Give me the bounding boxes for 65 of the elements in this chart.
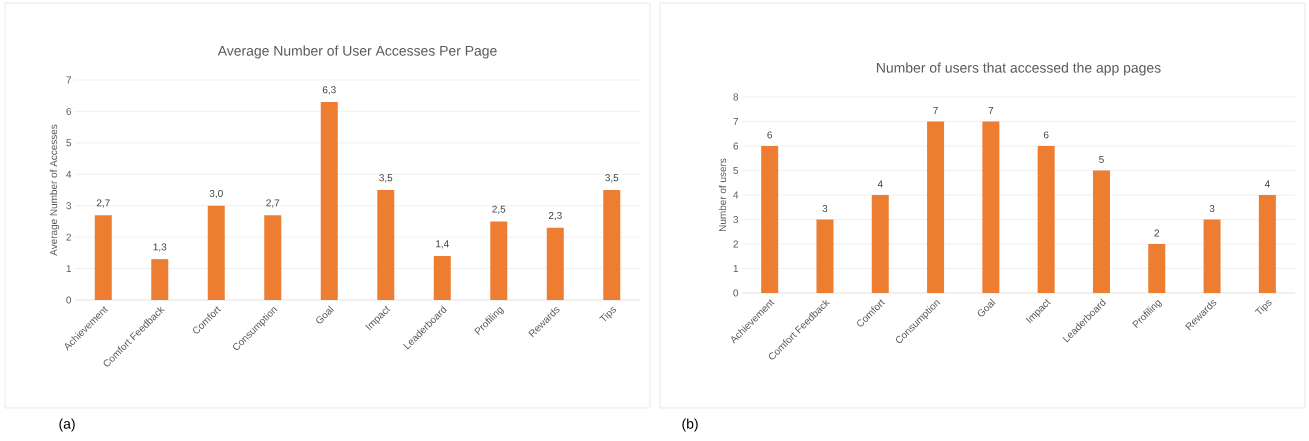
text: (a) [59,418,75,432]
bar [546,227,564,300]
y-axis-title: Number of users [718,158,727,231]
bar [603,189,621,300]
bar [871,194,889,293]
y-tick-label: 7 [733,118,738,125]
data-label: 1,4 [436,240,449,249]
data-label: 3,0 [209,189,223,199]
data-label: 2,7 [96,199,110,208]
bar [927,121,945,293]
bar [490,221,508,300]
y-tick-label: 3 [733,215,739,224]
data-label: 3,5 [605,174,619,183]
data-label: 2,3 [548,211,562,221]
y-axis-title: Average Number of Accesses [49,124,60,256]
y-tick-label: 4 [66,170,72,178]
data-label: 3,5 [379,174,393,183]
y-tick-label: 2 [733,240,738,248]
data-label: 2,5 [492,205,506,214]
data-label: 4 [1264,180,1270,188]
data-label: 6 [767,131,773,139]
y-tick-label: 6 [66,107,72,115]
data-label: 2 [1154,229,1160,237]
y-tick-label: 8 [733,93,739,101]
chart-title: Average Number of User Accesses Per Page [217,45,497,59]
bar [320,101,338,300]
data-label: 3 [1209,204,1215,212]
bar [151,259,169,300]
data-label: 7 [933,107,938,114]
bar [1203,219,1221,293]
data-label: 2,7 [266,199,280,208]
bar [761,145,779,293]
bar [207,205,225,300]
bar [264,215,282,300]
data-label: 1,3 [153,243,167,252]
y-tick-label: 5 [66,139,72,147]
y-tick-label: 3 [66,202,72,210]
bar [94,215,112,300]
text: (b) [682,418,698,432]
y-tick-label: 0 [66,296,72,304]
data-label: 6,3 [322,86,336,95]
bar [816,219,834,293]
data-label: 6 [1043,131,1049,139]
y-tick-label: 0 [733,289,739,297]
bar [982,121,1000,293]
x-tick-label: Tips [599,307,617,322]
y-tick-label: 5 [733,167,739,174]
data-label: 3 [822,204,828,212]
bar [1148,243,1166,293]
data-label: 7 [988,107,994,114]
bar [377,189,395,300]
y-tick-label: 7 [66,76,71,84]
bar [1037,145,1055,293]
x-tick-label: Tips [1254,300,1272,315]
data-label: 4 [877,180,883,188]
chart-title: Number of users that accessed the app pages [877,62,1161,76]
y-tick-label: 2 [66,233,71,241]
bar [433,255,451,300]
y-tick-label: 6 [733,142,739,150]
data-label: 5 [1099,156,1104,163]
y-tick-label: 1 [66,265,72,272]
y-tick-label: 4 [733,191,739,199]
y-tick-label: 1 [733,265,739,272]
bar [1092,170,1110,293]
bar [1258,194,1276,293]
